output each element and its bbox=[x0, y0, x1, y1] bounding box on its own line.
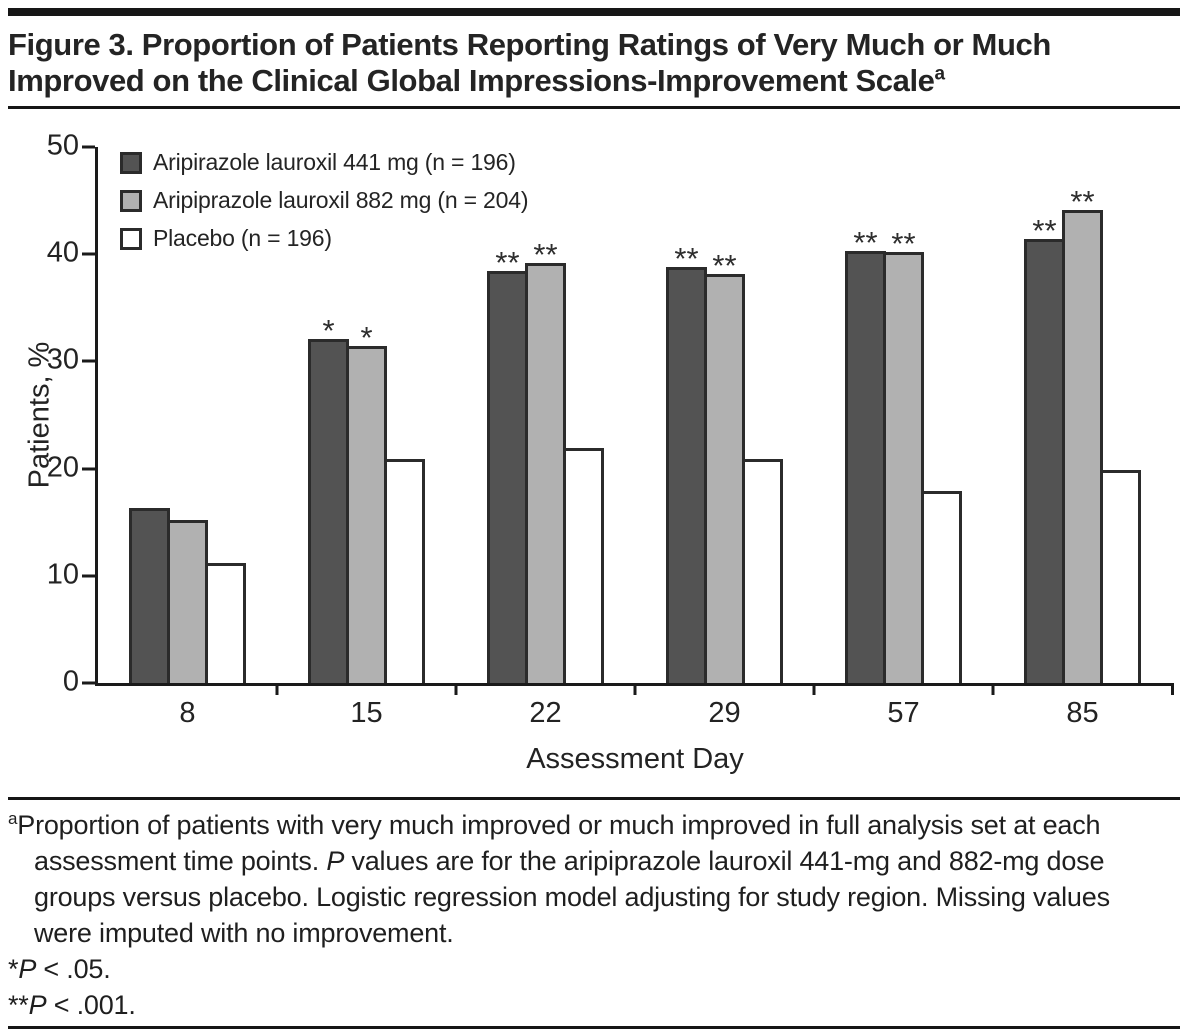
x-axis-title: Assessment Day bbox=[526, 743, 744, 775]
x-boundary-tick-3 bbox=[633, 683, 637, 695]
x-boundary-tick-5 bbox=[991, 683, 995, 695]
legend-swatch-882mg bbox=[120, 189, 142, 212]
x-boundary-tick-2 bbox=[454, 683, 458, 695]
bar-441mg-day-29: ** bbox=[666, 243, 707, 683]
footnote-marker: a bbox=[8, 809, 18, 828]
significance-marker-441mg-day-85: ** bbox=[1032, 213, 1057, 249]
bar-group-day-29: ** ** 29 bbox=[635, 147, 814, 729]
legend-item-placebo: Placebo (n = 196) bbox=[120, 225, 528, 252]
y-tick-50 bbox=[82, 145, 95, 149]
title-rule bbox=[8, 106, 1180, 109]
figure-title-superscript: a bbox=[934, 63, 946, 85]
top-rule bbox=[8, 8, 1180, 16]
sig2-stars: ** bbox=[8, 990, 29, 1020]
x-tick-label-day-15: 15 bbox=[350, 697, 383, 729]
significance-marker-882mg-day-22: ** bbox=[533, 236, 558, 272]
cgi-improvement-chart: Patients, % Assessment Day 8 * * 15 ** ** 22 **… bbox=[8, 109, 1180, 797]
bar-placebo-day-85 bbox=[1100, 469, 1141, 683]
legend-item-441mg: Aripirazole lauroxil 441 mg (n = 196) bbox=[120, 149, 528, 176]
y-tick-20 bbox=[82, 467, 95, 471]
bar-group-day-57: ** ** 57 bbox=[814, 147, 993, 729]
bar-882mg-day-22: ** bbox=[525, 239, 566, 683]
significance-marker-441mg-day-22: ** bbox=[495, 245, 520, 281]
x-tick-label-day-8: 8 bbox=[179, 697, 196, 729]
x-boundary-tick-4 bbox=[812, 683, 816, 695]
bar-882mg-day-57: ** bbox=[883, 228, 924, 683]
footnote-sig-05: *P < .05. bbox=[8, 951, 1168, 987]
x-tick-label-day-29: 29 bbox=[708, 697, 741, 729]
x-tick-label-day-57: 57 bbox=[887, 697, 920, 729]
bar-441mg-day-15: * bbox=[308, 315, 349, 683]
y-tick-label-20: 20 bbox=[46, 450, 79, 483]
bar-441mg-day-57: ** bbox=[845, 227, 886, 683]
legend-swatch-placebo bbox=[120, 227, 142, 250]
significance-marker-441mg-day-15: * bbox=[322, 312, 335, 348]
bar-882mg-day-85: ** bbox=[1062, 186, 1103, 683]
y-tick-40 bbox=[82, 252, 95, 256]
y-tick-10 bbox=[82, 574, 95, 578]
bar-placebo-day-15 bbox=[384, 458, 425, 683]
bottom-rule bbox=[8, 1026, 1180, 1029]
bar-group-day-15: * * 15 bbox=[277, 147, 456, 729]
significance-marker-882mg-day-29: ** bbox=[712, 247, 737, 283]
bar-placebo-day-29 bbox=[742, 458, 783, 683]
bar-882mg-day-8 bbox=[167, 520, 208, 683]
bar-group-day-85: ** ** 85 bbox=[993, 147, 1172, 729]
bar-groups: 8 * * 15 ** ** 22 ** ** 29 ** ** 57 ** ** 85 bbox=[98, 147, 1172, 729]
legend-label-placebo: Placebo (n = 196) bbox=[153, 225, 332, 251]
bar-placebo-day-8 bbox=[205, 562, 246, 683]
legend-item-882mg: Aripiprazole lauroxil 882 mg (n = 204) bbox=[120, 187, 528, 214]
bar-441mg-day-85: ** bbox=[1024, 215, 1065, 683]
footnote-text-1: Proportion of patients with very much im… bbox=[17, 810, 1101, 876]
sig1-rest: < .05. bbox=[36, 954, 111, 984]
footnote-p-italic: P bbox=[326, 846, 345, 876]
legend-label-882mg: Aripiprazole lauroxil 882 mg (n = 204) bbox=[153, 187, 529, 213]
bar-441mg-day-8 bbox=[129, 508, 170, 683]
figure-panel: Figure 3. Proportion of Patients Reporti… bbox=[0, 8, 1188, 1029]
y-tick-label-0: 0 bbox=[62, 665, 79, 698]
y-tick-0 bbox=[82, 681, 95, 685]
plot-area: Patients, % Assessment Day 8 * * 15 ** ** 22 **… bbox=[24, 131, 1174, 775]
figure-title-text: Figure 3. Proportion of Patients Reporti… bbox=[8, 27, 1051, 98]
figure-title: Figure 3. Proportion of Patients Reporti… bbox=[8, 27, 1143, 99]
bar-882mg-day-29: ** bbox=[704, 250, 745, 683]
y-tick-label-30: 30 bbox=[46, 343, 79, 376]
chart-legend: Aripirazole lauroxil 441 mg (n = 196) Ar… bbox=[120, 149, 528, 252]
significance-marker-882mg-day-85: ** bbox=[1070, 184, 1095, 220]
footnote-rule bbox=[8, 797, 1180, 800]
y-tick-label-10: 10 bbox=[46, 558, 79, 591]
legend-swatch-441mg bbox=[120, 151, 142, 174]
y-tick-label-50: 50 bbox=[46, 129, 79, 162]
sig2-rest: < .001. bbox=[46, 990, 136, 1020]
significance-marker-882mg-day-57: ** bbox=[891, 226, 916, 262]
bar-placebo-day-57 bbox=[921, 491, 962, 683]
x-tick-label-day-22: 22 bbox=[529, 697, 562, 729]
y-tick-label-40: 40 bbox=[46, 236, 79, 269]
bar-group-day-22: ** ** 22 bbox=[456, 147, 635, 729]
significance-marker-441mg-day-29: ** bbox=[674, 241, 699, 277]
x-boundary-tick-1 bbox=[275, 683, 279, 695]
bar-882mg-day-15: * bbox=[346, 322, 387, 683]
bar-group-day-8: 8 bbox=[98, 147, 277, 729]
footnotes: aProportion of patients with very much i… bbox=[8, 807, 1168, 1023]
bar-placebo-day-22 bbox=[563, 448, 604, 683]
sig2-p: P bbox=[28, 990, 47, 1020]
significance-marker-441mg-day-57: ** bbox=[853, 224, 878, 260]
y-tick-30 bbox=[82, 359, 95, 363]
bar-441mg-day-22: ** bbox=[487, 247, 528, 683]
footnote-text-2: values are for the aripiprazole lauroxil… bbox=[34, 846, 1110, 948]
footnote-main: aProportion of patients with very much i… bbox=[8, 807, 1168, 951]
significance-marker-882mg-day-15: * bbox=[360, 320, 373, 356]
x-tick-label-day-85: 85 bbox=[1066, 697, 1099, 729]
footnote-sig-001: **P < .001. bbox=[8, 987, 1168, 1023]
legend-label-441mg: Aripirazole lauroxil 441 mg (n = 196) bbox=[153, 149, 516, 175]
sig1-stars: * bbox=[8, 954, 19, 984]
sig1-p: P bbox=[18, 954, 37, 984]
